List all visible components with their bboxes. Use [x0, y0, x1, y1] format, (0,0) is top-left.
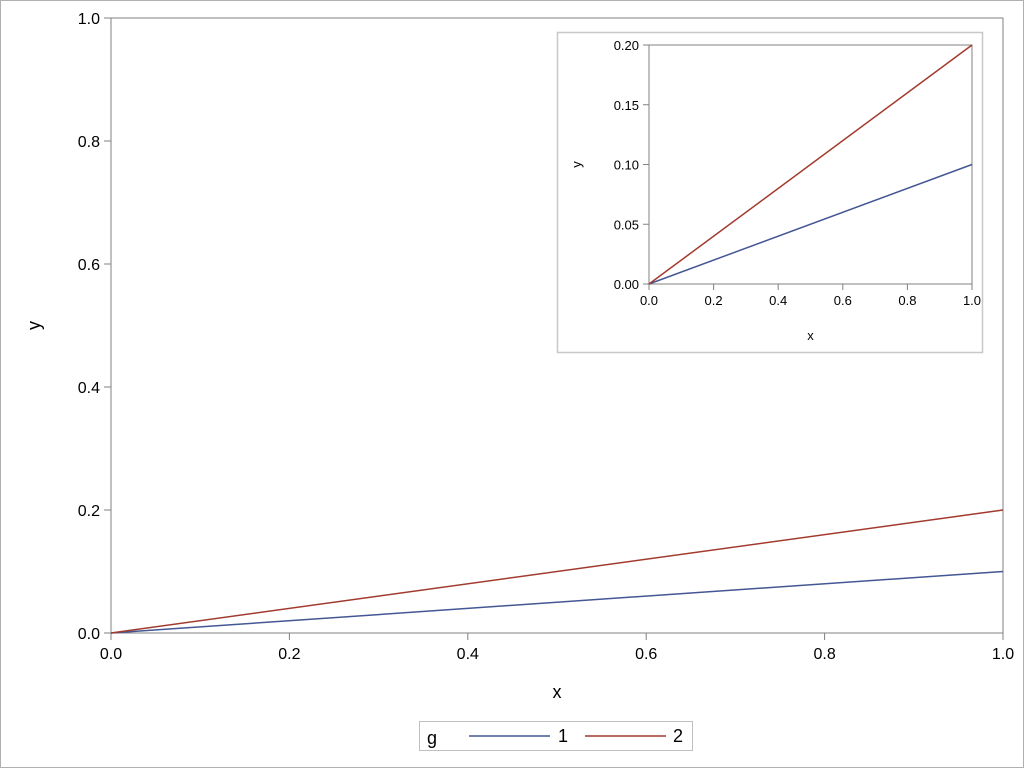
main-x-tick-label: 1.0: [992, 646, 1014, 663]
inset-x-tick-label: 0.0: [640, 293, 658, 308]
main-x-tick-label: 0.6: [635, 646, 657, 663]
main-y-tick-label: 1.0: [78, 11, 100, 28]
inset-x-axis-title: x: [807, 328, 814, 343]
legend-label-1: 1: [558, 726, 568, 746]
inset-x-tick-label: 1.0: [963, 293, 981, 308]
legend-label-2: 2: [673, 726, 683, 746]
inset-chart: 0.0 0.2 0.4 0.6 0.8 1.0 0.00 0.05 0.10 0.15 0.20 x y: [556, 31, 984, 354]
main-y-tick-label: 0.4: [78, 380, 100, 397]
main-x-axis-title: x: [553, 682, 562, 702]
main-y-tick-label: 0.2: [78, 503, 100, 520]
inset-y-axis-title: y: [569, 161, 584, 168]
legend: g 1 2: [419, 721, 693, 751]
main-x-tick-label: 0.8: [813, 646, 835, 663]
inset-series-line-1: [648, 163, 973, 285]
main-y-tick-label: 0.8: [78, 134, 100, 151]
main-x-tick-label: 0.4: [457, 646, 479, 663]
main-series-line-2: [110, 509, 1004, 634]
legend-title: g: [427, 728, 437, 748]
inset-x-tick-label: 0.8: [898, 293, 916, 308]
main-chart: 0.0 0.2 0.4 0.6 0.8 1.0 0.0 0.2 0.4 0.6 0.8 1.0 x y: [24, 11, 1014, 702]
inset-y-tick-label: 0.05: [614, 217, 639, 232]
inset-y-tick-label: 0.15: [614, 98, 639, 113]
inset-x-tick-label: 0.4: [769, 293, 787, 308]
main-series-line-1: [110, 570, 1004, 634]
main-x-tick-label: 0.0: [100, 646, 122, 663]
main-y-tick-label: 0.6: [78, 257, 100, 274]
main-plot-frame: [110, 17, 1004, 634]
inset-y-tick-label: 0.10: [614, 158, 639, 173]
main-y-tick-label: 0.0: [78, 626, 100, 643]
inset-x-tick-label: 0.6: [834, 293, 852, 308]
inset-series-line-2: [648, 44, 973, 285]
main-x-tick-label: 0.2: [278, 646, 300, 663]
inset-y-tick-label: 0.00: [614, 277, 639, 292]
inset-x-tick-label: 0.2: [705, 293, 723, 308]
main-y-axis-title: y: [24, 321, 44, 330]
inset-y-tick-label: 0.20: [614, 38, 639, 53]
inset-panel: [556, 31, 984, 354]
